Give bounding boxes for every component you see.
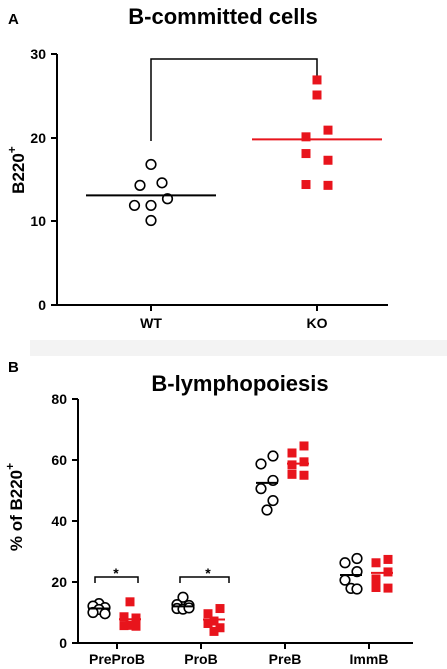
panel-b-x-tick-label: PreProB — [89, 651, 145, 667]
data-point-open-circle — [267, 494, 279, 507]
data-point-filled-square — [312, 75, 322, 85]
data-point-filled-square — [301, 132, 311, 142]
data-point-open-circle — [351, 552, 363, 565]
panel-b-significance-star-preprob: * — [113, 565, 119, 581]
data-point-filled-square — [323, 180, 333, 190]
data-point-filled-square — [215, 604, 225, 614]
panel-a-x-tick-label: WT — [140, 315, 162, 331]
panel-a-label: A — [8, 11, 19, 28]
panel-b-x-tick-label: ProB — [184, 651, 217, 667]
data-point-filled-square — [203, 609, 213, 619]
data-point-open-circle — [145, 158, 157, 171]
data-point-open-circle — [261, 504, 273, 516]
data-point-open-circle — [145, 199, 157, 212]
data-point-filled-square — [119, 612, 129, 622]
panel-a-y-tick-label: 0 — [38, 297, 46, 313]
data-point-filled-square — [301, 149, 311, 159]
data-point-open-circle — [255, 458, 267, 470]
panel-a-y-tick-label: 20 — [30, 130, 46, 146]
data-point-open-circle — [267, 450, 279, 462]
data-point-filled-square — [287, 469, 297, 479]
data-point-filled-square — [299, 441, 309, 451]
data-point-filled-square — [323, 125, 333, 135]
panel-b-data-marks — [87, 441, 393, 636]
data-point-open-circle — [99, 608, 111, 620]
panel-a-significance-bracket — [150, 58, 318, 141]
data-point-filled-square — [383, 583, 393, 593]
panel-divider — [30, 340, 447, 356]
panel-b-y-axis-label-text: % of B220 — [7, 470, 26, 551]
panel-a-y-ticks: 0 10 20 30 — [30, 46, 57, 313]
panel-b-label: B — [8, 359, 19, 376]
data-point-filled-square — [299, 470, 309, 480]
data-point-filled-square — [125, 597, 135, 607]
panel-a: A B-committed cells B220+ 0 10 20 30 WT … — [5, 4, 388, 331]
data-point-filled-square — [383, 554, 393, 564]
panel-a-y-tick-label: 30 — [30, 46, 46, 62]
data-point-filled-square — [323, 155, 333, 165]
panel-b-y-axis-label-superscript: + — [3, 463, 17, 470]
data-point-open-circle — [255, 483, 267, 495]
panel-b-y-tick-label: 0 — [59, 635, 67, 651]
data-point-open-circle — [177, 591, 189, 603]
panel-b: B B-lymphopoiesis % of B220+ 0 20 40 60 … — [3, 359, 413, 667]
data-point-filled-square — [215, 623, 225, 633]
panel-b-x-tick-label: PreB — [269, 651, 302, 667]
data-point-filled-square — [287, 460, 297, 470]
panel-a-data-marks — [86, 75, 382, 227]
panel-b-y-tick-label: 20 — [51, 574, 67, 590]
panel-b-y-axis-label: % of B220+ — [3, 463, 26, 551]
panel-a-x-ticks: WT KO — [140, 305, 328, 331]
data-point-open-circle — [183, 602, 195, 614]
data-point-filled-square — [299, 457, 309, 467]
panel-a-y-tick-label: 10 — [30, 213, 46, 229]
panel-b-x-ticks: PreProB ProB PreB ImmB — [89, 643, 388, 667]
panel-a-y-axis-label-superscript: + — [5, 146, 19, 153]
data-point-filled-square — [371, 582, 381, 592]
panel-b-significance-bracket-prob — [179, 576, 230, 583]
panel-b-y-ticks: 0 20 40 60 80 — [51, 391, 78, 651]
panel-b-x-tick-label: ImmB — [350, 651, 389, 667]
panel-a-y-axis-label: B220+ — [5, 146, 28, 194]
panel-b-significance-bracket-preprob — [94, 576, 139, 583]
data-point-filled-square — [131, 621, 141, 631]
panel-b-y-tick-label: 40 — [51, 513, 67, 529]
data-point-open-circle — [145, 214, 157, 227]
data-point-filled-square — [371, 574, 381, 584]
data-point-open-circle — [351, 583, 363, 595]
data-point-filled-square — [203, 618, 213, 628]
data-point-open-circle — [128, 199, 141, 212]
data-point-open-circle — [134, 179, 146, 191]
data-point-filled-square — [209, 616, 219, 626]
panel-a-title: B-committed cells — [128, 4, 318, 29]
data-point-filled-square — [312, 90, 322, 100]
data-point-open-circle — [339, 557, 351, 569]
panel-a-x-tick-label: KO — [307, 315, 328, 331]
panel-b-significance-star-prob: * — [205, 565, 211, 581]
data-point-filled-square — [301, 180, 311, 190]
data-point-filled-square — [287, 448, 297, 458]
data-point-filled-square — [209, 626, 219, 636]
panel-a-y-axis-label-text: B220 — [9, 153, 28, 194]
data-point-filled-square — [371, 558, 381, 568]
panel-b-title: B-lymphopoiesis — [151, 371, 328, 396]
panel-b-y-tick-label: 80 — [51, 391, 67, 407]
data-point-filled-square — [125, 620, 135, 630]
data-point-filled-square — [131, 613, 141, 623]
data-point-filled-square — [119, 621, 129, 631]
panel-b-y-tick-label: 60 — [51, 452, 67, 468]
data-point-open-circle — [156, 177, 168, 189]
